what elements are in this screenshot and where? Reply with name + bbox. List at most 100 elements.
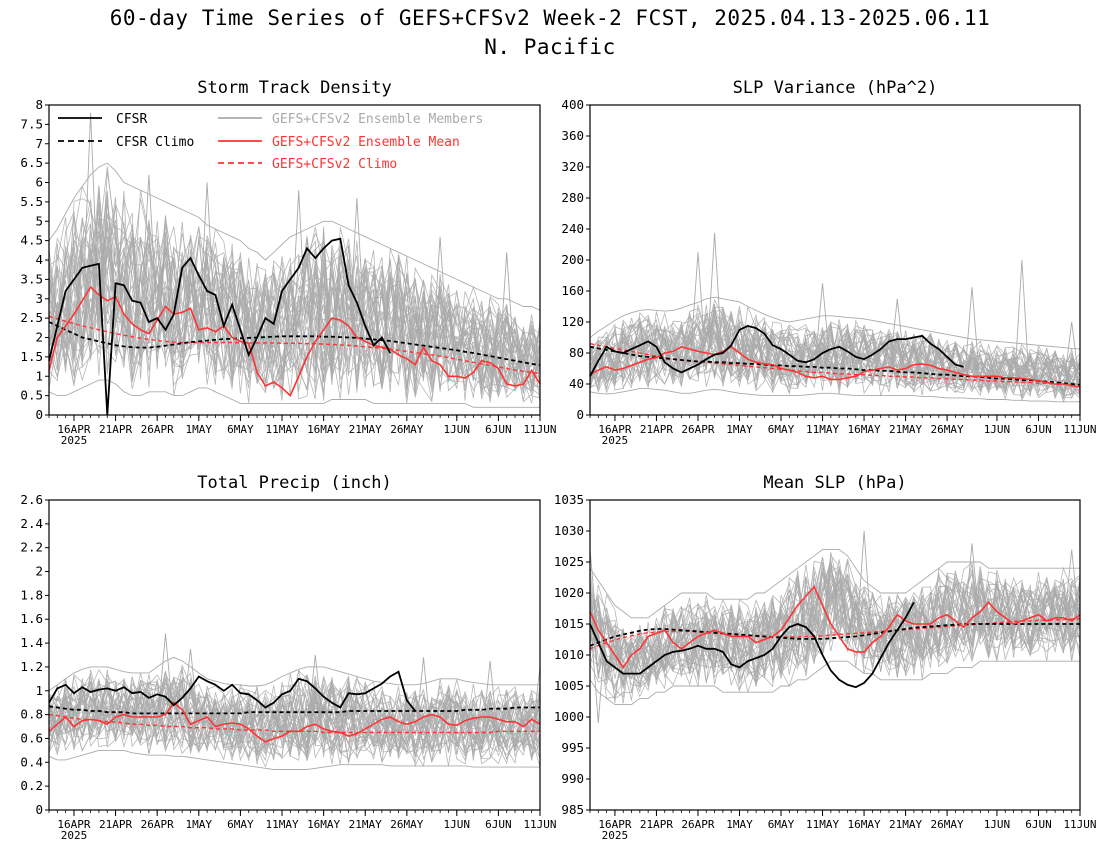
gefs-climo-line [589,618,1080,650]
y-tick-label: 0.8 [20,707,43,722]
x-tick-label: 26MAY [390,818,423,831]
y-tick-label: 4.5 [20,233,43,248]
ensemble-member-line [48,677,541,755]
y-tick-label: 0.2 [20,778,43,793]
y-tick-label: 1.6 [20,611,43,626]
y-tick-label: 200 [561,252,584,267]
cfsr-climo-line [48,321,541,366]
plot-frame [48,499,541,811]
ensemble-spike [349,197,365,317]
x-tick-label: 16MAY [307,423,340,436]
x-tick-label: 11MAY [806,423,839,436]
x-tick-label: 26APR [681,818,714,831]
ensemble-envelope-upper [589,296,1081,350]
ensemble-spike [183,648,198,713]
x-year-label: 2025 [61,829,88,842]
x-tick-label: 16MAY [848,818,881,831]
y-tick-label: 7.5 [20,116,43,131]
ensemble-spike [200,182,215,307]
ensemble-spike [158,633,173,709]
ensemble-mean-line [589,345,1081,388]
x-tick-label: 21APR [99,818,132,831]
y-tick-label: 5 [35,213,43,228]
x-tick-label: 11JUN [523,423,556,436]
y-tick-label: 320 [561,159,584,174]
ensemble-member-line [589,556,1081,692]
y-tick-label: 2 [35,564,43,579]
y-tick-label: 0.4 [20,754,43,769]
cfsr-climo-line [48,705,540,715]
y-tick-label: 2.4 [20,516,43,531]
ensemble-member-line [48,215,541,393]
ensemble-members [589,530,1081,724]
ensemble-spike [707,232,722,344]
x-tick-label: 16MAY [848,423,881,436]
ensemble-member-line [589,569,1081,677]
ensemble-spike [1014,259,1029,373]
ensemble-member-line [48,216,541,401]
ensemble-spike [1064,321,1079,376]
ensemble-spike [141,174,156,293]
y-tick-label: 2 [35,330,43,345]
ensemble-spike [964,543,980,615]
y-tick-label: 1.5 [20,349,43,364]
x-tick-label: 1MAY [186,818,213,831]
x-tick-label: 1JUN [444,818,471,831]
x-tick-label: 21APR [640,423,673,436]
ensemble-member-line [48,676,541,754]
y-tick-label: 6.5 [20,155,43,170]
ensemble-spike [499,252,514,354]
y-tick-label: 1020 [554,585,584,600]
y-tick-label: 280 [561,190,584,205]
x-tick-label: 26APR [141,818,174,831]
y-tick-label: 160 [561,283,584,298]
y-tick-label: 0 [35,407,43,422]
legend-label: GEFS+CFSv2 Climo [272,157,397,172]
y-tick-label: 2.6 [20,492,43,507]
x-year-label: 2025 [602,434,629,447]
x-tick-label: 21APR [99,423,132,436]
ensemble-mean-line [589,585,1081,669]
y-tick-label: 4 [35,252,43,267]
ensemble-spike [964,287,980,369]
y-tick-label: 0.6 [20,730,43,745]
x-tick-label: 1JUN [984,423,1011,436]
ensemble-member-line [48,237,541,395]
x-tick-label: 11MAY [265,423,298,436]
gefs-climo-line [48,315,541,375]
y-tick-label: 1025 [554,554,584,569]
ensemble-spike [83,112,98,280]
y-tick-label: 0.5 [20,388,43,403]
x-tick-label: 26APR [141,423,174,436]
y-tick-label: 985 [561,802,584,817]
x-tick-label: 11JUN [523,818,556,831]
ensemble-envelope-upper [48,656,540,692]
ensemble-spike [690,252,706,348]
panel-3: Total Precip (inch) 0 0.2 0.4 0.6 0.8 1 1.2 1.4 1… [20,473,556,842]
y-tick-label: 1000 [554,709,584,724]
ensemble-member-line [589,552,1081,685]
legend: CFSR CFSR Climo GEFS+CFSv2 Ensemble Member… [58,112,483,172]
cfsr-climo-line [589,623,1080,647]
ensemble-spike [433,236,448,338]
y-tick-label: 3.5 [20,271,43,286]
y-tick-label: 8 [35,97,43,112]
y-tick-label: 1.8 [20,587,43,602]
figure-title: 60-day Time Series of GEFS+CFSv2 Week-2 … [109,6,991,30]
ensemble-member-line [48,212,541,390]
x-year-label: 2025 [61,434,88,447]
y-tick-label: 80 [569,345,584,360]
legend-label: GEFS+CFSv2 Ensemble Mean [272,135,460,150]
ensemble-member-line [589,570,1081,693]
x-year-label: 2025 [602,829,629,842]
ensemble-envelope-upper [48,162,541,311]
ensemble-member-line [48,681,541,758]
x-tick-label: 11JUN [1063,423,1096,436]
panel-title: Mean SLP (hPa) [763,473,906,493]
x-tick-label: 1JUN [444,423,471,436]
ensemble-member-line [48,668,541,765]
ensemble-members [589,232,1081,403]
y-tick-label: 0 [576,407,584,422]
ensemble-spike [308,654,323,718]
y-tick-label: 360 [561,128,584,143]
